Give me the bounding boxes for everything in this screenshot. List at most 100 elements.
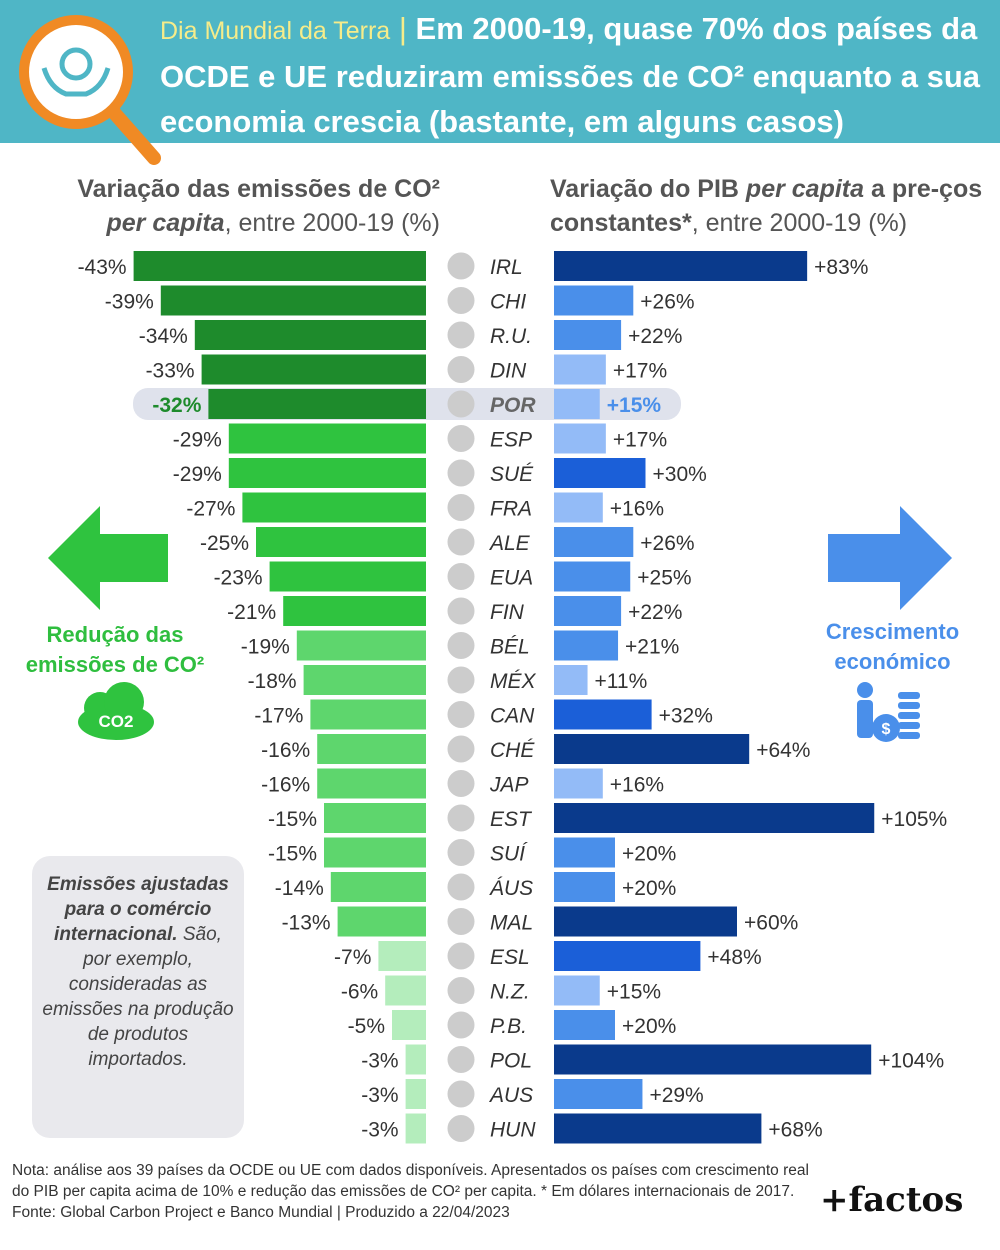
gdp-bar [554,561,631,592]
gdp-bar [554,872,615,902]
gdp-bar [554,285,634,316]
right-column-title: Variação do PIB per capita a pre-ços con… [550,172,990,240]
emissions-label: -6% [341,981,378,1004]
gdp-bar [554,1044,872,1075]
denmark-flag-icon [447,356,475,383]
gdp-bar [554,320,622,350]
emissions-bar [228,458,426,488]
country-label: AUS [488,1084,533,1107]
left-title-part2: per capita [106,209,225,237]
right-title-part3: a pre-ços constantes* [550,175,983,237]
united-kingdom-flag-icon [447,321,475,349]
emissions-label: -17% [254,705,303,728]
emissions-bar [405,1113,426,1144]
gdp-bar [554,768,603,799]
emissions-bar [405,1044,426,1075]
czechia-flag-icon [447,735,475,763]
france-flag-icon [447,494,475,521]
portugal-flag-icon [447,390,475,418]
poland-flag-icon [447,1046,475,1073]
left-title-part1: Variação das emissões de CO² [77,175,440,203]
gdp-bar [554,527,634,557]
gdp-label: +21% [625,636,679,659]
co2-badge-text: CO2 [99,712,134,731]
emissions-bar [317,768,426,799]
left-column-title: Variação das emissões de CO² per capita,… [40,172,440,240]
cyprus-flag-icon [447,287,475,314]
emissions-label: -21% [227,601,276,624]
gdp-label: +22% [628,601,682,624]
headline-tag: Dia Mundial da Terra [160,17,391,45]
emissions-label: -7% [334,946,371,969]
austria-flag-icon [447,873,475,901]
emissions-bar [256,527,426,557]
gdp-label: +26% [640,532,694,555]
gdp-label: +16% [610,498,664,521]
gdp-label: +26% [640,291,694,314]
gdp-bar [554,389,600,419]
left-title-part3: , entre 2000-19 (%) [224,209,440,237]
emissions-label: -19% [241,636,290,659]
gdp-bar [554,1010,615,1040]
highlight-band [133,388,681,420]
country-label: FRA [490,498,532,521]
emissions-label: -43% [78,256,127,279]
sweden-flag-icon [447,459,475,487]
gdp-label: +20% [622,843,676,866]
gdp-bar [554,458,646,488]
country-label: BÉL [490,636,530,659]
country-label: SUÉ [490,463,534,486]
country-label: FIN [490,601,525,624]
country-label: DIN [490,360,527,383]
emissions-bar [160,285,427,316]
gdp-label: +20% [622,877,676,900]
footnote: Nota: análise aos 39 países da OCDE ou U… [12,1162,809,1221]
emissions-label: -5% [348,1015,385,1038]
gdp-bar [554,975,600,1006]
emissions-bar [194,320,426,350]
svg-text:$: $ [882,721,891,738]
earth-magnifier-icon [19,15,161,165]
headline-title: Em 2000-19, quase 70% dos países da OCDE… [160,11,981,139]
gdp-label: +64% [756,739,810,762]
japan-flag-icon [447,770,475,797]
country-label: IRL [490,256,523,279]
country-label: CHÉ [490,739,535,762]
ireland-flag-icon [447,252,475,280]
gdp-bar [554,941,701,971]
gdp-bar [554,734,750,764]
emissions-bar [337,906,426,937]
germany-flag-icon [447,528,475,556]
headline: Dia Mundial da Terra | Em 2000-19, quase… [160,6,990,144]
country-label: SUÍ [490,843,528,866]
emissions-label: -15% [268,843,317,866]
emissions-label: -3% [361,1119,398,1142]
right-title-part4: , entre 2000-19 (%) [691,209,908,237]
economic-growth-label: Crescimento económico [825,619,960,674]
australia-flag-icon [447,1080,475,1108]
gdp-label: +25% [637,567,691,590]
canada-flag-icon [447,701,475,728]
estonia-flag-icon [447,804,475,832]
emissions-bar [378,941,426,971]
gdp-bar [554,354,606,385]
emissions-bar [324,803,426,833]
emissions-bar [310,699,426,730]
gdp-label: +15% [607,394,662,417]
header-banner [0,0,1000,143]
note-bold: Emissões ajustadas para o comércio inter… [47,874,229,945]
emissions-reduction-label: Redução das emissões de CO² [25,622,205,677]
emissions-bar [269,561,426,592]
emissions-bar [317,734,426,764]
emissions-bar [133,251,426,281]
money-growth-icon: $ [857,682,920,742]
emissions-label: -25% [200,532,249,555]
emissions-label: -33% [146,360,195,383]
emissions-bar [405,1079,426,1109]
emissions-bar [208,389,426,419]
gdp-label: +83% [814,256,868,279]
country-label: HUN [490,1119,536,1142]
right-arrow-icon [828,506,952,610]
emissions-label: -39% [105,291,154,314]
emissions-label: -29% [173,429,222,452]
